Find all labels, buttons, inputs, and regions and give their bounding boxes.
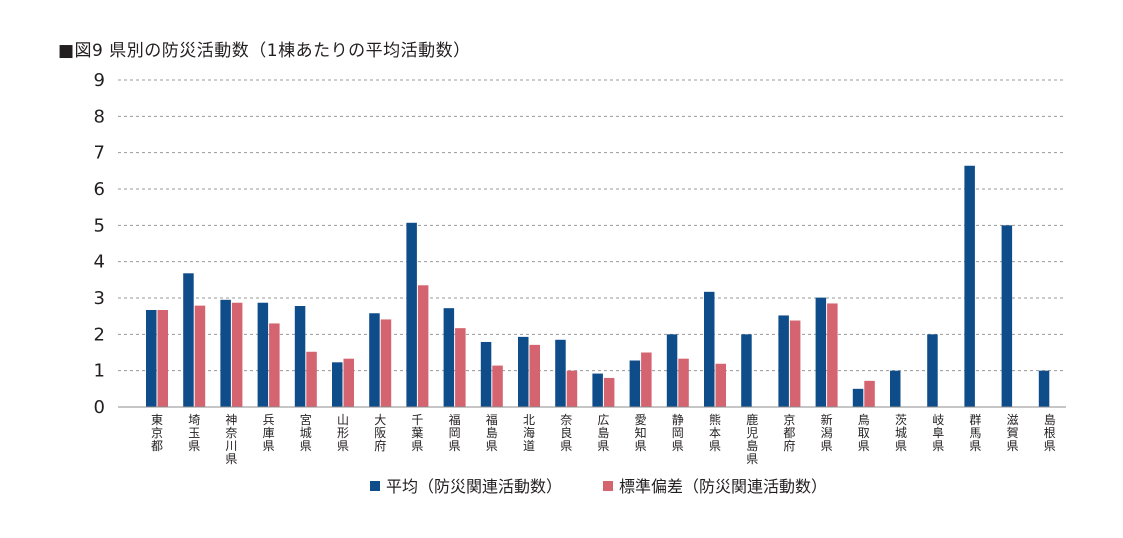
bar-stddev-7: [380, 319, 392, 407]
category-label: 神奈川県: [225, 413, 237, 466]
bar-mean-22: [927, 334, 938, 407]
y-tick-label: 9: [94, 70, 105, 91]
category-label: 鹿児島県: [746, 412, 758, 466]
category-label: 広島県: [597, 413, 609, 453]
y-tick-label: 8: [94, 106, 105, 127]
y-tick-label: 2: [94, 324, 105, 345]
bar-mean-7: [369, 313, 380, 407]
category-label: 愛知県: [635, 413, 647, 453]
legend-label-mean: 平均（防災関連活動数）: [386, 477, 562, 496]
legend: 平均（防災関連活動数） 標準偏差（防災関連活動数）: [370, 477, 827, 496]
legend-label-stddev: 標準偏差（防災関連活動数）: [619, 477, 827, 496]
bar-mean-18: [778, 315, 789, 407]
bar-stddev-20: [864, 380, 875, 407]
bar-mean-2: [183, 273, 194, 407]
bar-mean-5: [294, 305, 306, 407]
bar-mean-17: [741, 334, 752, 407]
bar-mean-15: [666, 334, 678, 407]
bar-mean-8: [406, 222, 417, 407]
bar-stddev-6: [343, 358, 354, 407]
bar-stddev-18: [789, 320, 801, 407]
bar-mean-21: [890, 370, 901, 407]
bar-stddev-10: [492, 365, 503, 407]
bar-mean-11: [518, 336, 529, 407]
category-label: 静岡県: [672, 413, 684, 453]
bar-mean-16: [704, 291, 715, 407]
bar-stddev-5: [306, 351, 317, 407]
bar-stddev-2: [194, 305, 206, 407]
category-label: 島根県: [1044, 412, 1056, 453]
bar-stddev-16: [715, 363, 726, 407]
bar-stddev-11: [529, 344, 540, 407]
legend-swatch-stddev: [603, 481, 613, 491]
bar-stddev-3: [231, 302, 243, 407]
bar-stddev-19: [827, 303, 838, 407]
category-label: 兵庫県: [263, 413, 275, 453]
y-axis-ticks: 0 1 2 3 4 5 6 7 8 9: [94, 70, 105, 418]
bar-mean-20: [852, 388, 864, 407]
category-label: 滋賀県: [1007, 413, 1019, 453]
y-tick-label: 0: [94, 397, 105, 418]
category-label: 大阪府: [374, 413, 386, 453]
bar-mean-4: [257, 302, 269, 407]
bar-mean-3: [220, 299, 231, 407]
category-label: 岐阜県: [932, 413, 944, 453]
bars: [146, 165, 1050, 407]
legend-swatch-mean: [370, 481, 380, 491]
y-tick-label: 3: [94, 288, 105, 309]
bar-stddev-4: [269, 323, 280, 407]
bar-mean-14: [629, 360, 641, 407]
bar-mean-25: [1038, 370, 1050, 407]
category-label: 北海道: [523, 413, 535, 453]
y-tick-label: 1: [94, 361, 105, 382]
category-label: 宮城県: [300, 412, 312, 453]
bar-stddev-14: [641, 352, 652, 407]
bar-stddev-1: [157, 309, 168, 407]
category-label: 奈良県: [560, 413, 572, 453]
bar-stddev-12: [566, 370, 578, 407]
category-label: 熊本県: [709, 412, 721, 453]
category-label: 京都府: [783, 413, 795, 453]
bar-stddev-13: [603, 377, 615, 407]
category-label: 福島県: [486, 412, 498, 453]
bar-stddev-8: [417, 285, 429, 407]
bar-stddev-15: [678, 358, 689, 407]
bar-stddev-9: [455, 328, 466, 407]
bar-mean-24: [1001, 225, 1013, 407]
category-label: 山形県: [337, 413, 349, 453]
chart-title: ■図9 県別の防災活動数（1棟あたりの平均活動数）: [58, 41, 471, 61]
category-label: 茨城県: [895, 413, 907, 453]
category-labels: 東京都 埼玉県 神奈川県 兵庫県 宮城県 山形県 大阪府 千葉県 福岡県 福島県 北海道 奈良県 広島県…: [151, 412, 1056, 466]
category-label: 群馬県: [969, 413, 981, 453]
bar-mean-1: [146, 309, 157, 407]
bar-mean-23: [964, 165, 975, 407]
category-label: 鳥取県: [858, 412, 870, 453]
y-tick-label: 4: [94, 252, 105, 273]
category-label: 新潟県: [821, 412, 833, 453]
y-tick-label: 7: [94, 143, 105, 164]
category-label: 千葉県: [411, 413, 423, 453]
category-label: 東京都: [151, 413, 163, 453]
bar-mean-13: [592, 373, 603, 407]
category-label: 福岡県: [449, 412, 461, 453]
bar-mean-19: [815, 297, 827, 407]
y-tick-label: 5: [94, 215, 105, 236]
bar-mean-9: [443, 308, 455, 407]
bar-mean-6: [332, 362, 343, 407]
y-tick-label: 6: [94, 179, 105, 200]
category-label: 埼玉県: [188, 413, 200, 453]
bar-mean-12: [555, 339, 566, 407]
bar-mean-10: [480, 341, 492, 407]
